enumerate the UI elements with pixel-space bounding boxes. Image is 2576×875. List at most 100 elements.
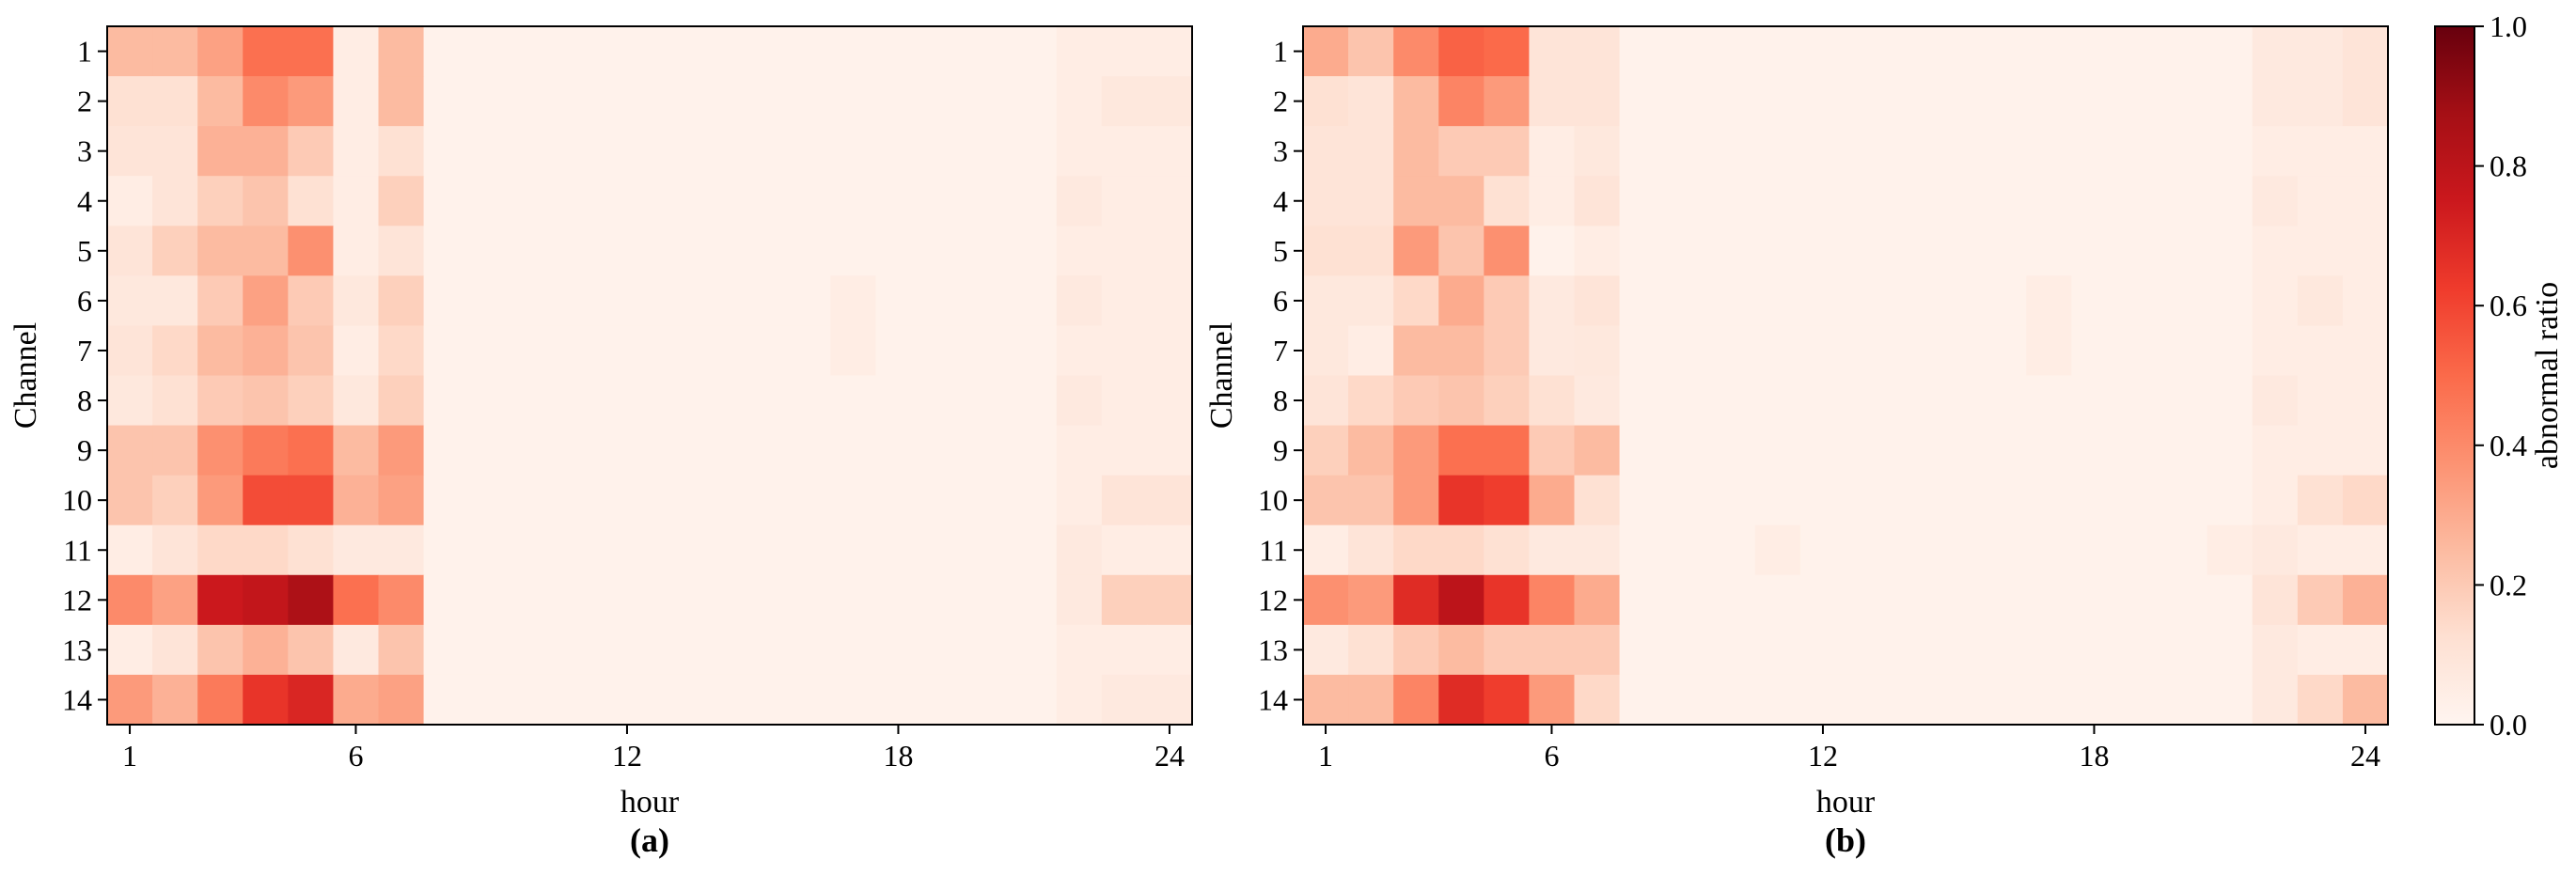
y-tick-label-a: 6: [77, 284, 92, 318]
heatmap-cell-a-ch7-h18: [875, 325, 922, 377]
heatmap-cell-b-ch13-h5: [1484, 624, 1531, 676]
heatmap-cell-a-ch10-h7: [378, 475, 425, 526]
heatmap-cell-b-ch3-h3: [1393, 126, 1439, 177]
heatmap-cell-a-ch4-h8: [423, 176, 470, 227]
heatmap-cell-a-ch12-h7: [378, 574, 425, 626]
heatmap-cell-b-ch7-h24: [2342, 325, 2389, 377]
heatmap-cell-a-ch14-h8: [423, 674, 470, 726]
heatmap-cell-a-ch6-h20: [966, 275, 1013, 327]
heatmap-cell-a-ch14-h15: [740, 674, 786, 726]
heatmap-cell-b-ch6-h24: [2342, 275, 2389, 327]
heatmap-cell-a-ch9-h19: [920, 425, 967, 477]
heatmap-cell-b-ch12-h11: [1754, 574, 1801, 626]
heatmap-cell-a-ch4-h19: [920, 176, 967, 227]
heatmap-cell-a-ch5-h19: [920, 226, 967, 276]
y-tick-label-a: 10: [62, 483, 92, 517]
heatmap-cell-a-ch4-h2: [152, 176, 198, 227]
heatmap-cell-b-ch6-h16: [1981, 275, 2027, 327]
heatmap-cell-b-ch5-h6: [1529, 226, 1576, 276]
heatmap-cell-b-ch6-h12: [1799, 275, 1846, 327]
heatmap-cell-b-ch14-h5: [1484, 674, 1531, 726]
heatmap-cell-a-ch7-h12: [604, 325, 651, 377]
heatmap-cell-a-ch8-h21: [1011, 375, 1058, 427]
heatmap-cell-b-ch7-h11: [1754, 325, 1801, 377]
heatmap-cell-a-ch8-h11: [558, 375, 605, 427]
heatmap-cell-a-ch12-h5: [288, 574, 335, 626]
heatmap-cell-b-ch2-h23: [2297, 76, 2344, 127]
heatmap-cell-a-ch4-h6: [333, 176, 380, 227]
y-tick-label-b: 8: [1273, 383, 1288, 417]
heatmap-cell-a-ch2-h21: [1011, 76, 1058, 127]
heatmap-cell-a-ch4-h14: [695, 176, 741, 227]
heatmap-cell-b-ch7-h16: [1981, 325, 2027, 377]
heatmap-cell-b-ch2-h16: [1981, 76, 2027, 127]
heatmap-cell-a-ch10-h12: [604, 475, 651, 526]
heatmap-cell-a-ch13-h24: [1146, 624, 1193, 676]
heatmap-cell-a-ch14-h14: [695, 674, 741, 726]
heatmap-cell-b-ch2-h11: [1754, 76, 1801, 127]
heatmap-cell-b-ch10-h8: [1619, 475, 1666, 526]
heatmap-cell-a-ch1-h9: [468, 26, 515, 77]
heatmap-cell-b-ch4-h23: [2297, 176, 2344, 227]
heatmap-cell-b-ch9-h6: [1529, 425, 1576, 477]
heatmap-cell-a-ch13-h3: [197, 624, 243, 676]
heatmap-cell-b-ch11-h2: [1348, 524, 1394, 576]
heatmap-cell-b-ch8-h7: [1574, 375, 1621, 427]
heatmap-cell-a-ch2-h13: [650, 76, 696, 127]
heatmap-cell-b-ch4-h5: [1484, 176, 1531, 227]
heatmap-cell-b-ch5-h11: [1754, 226, 1801, 276]
heatmap-cell-a-ch5-h22: [1056, 226, 1103, 276]
y-tick-label-b: 1: [1273, 35, 1288, 69]
heatmap-cell-a-ch6-h22: [1056, 275, 1103, 327]
heatmap-cell-a-ch9-h4: [243, 425, 289, 477]
y-tick-label-a: 9: [77, 433, 92, 467]
heatmap-cell-b-ch11-h18: [2071, 524, 2118, 576]
heatmap-cell-a-ch8-h7: [378, 375, 425, 427]
heatmap-cell-a-ch9-h8: [423, 425, 470, 477]
heatmap-cell-b-ch1-h20: [2161, 26, 2208, 77]
colorbar: 0.0 0.2 0.4 0.6 0.8 1.0 abnormal ratio: [2434, 9, 2565, 742]
heatmap-cell-a-ch10-h14: [695, 475, 741, 526]
y-axis-label-a: Channel: [8, 322, 43, 429]
heatmap-cell-b-ch12-h22: [2252, 574, 2299, 626]
heatmap-cell-a-ch6-h9: [468, 275, 515, 327]
heatmap-cell-a-ch6-h3: [197, 275, 243, 327]
heatmap-cell-a-ch14-h20: [966, 674, 1013, 726]
heatmap-cell-b-ch6-h1: [1303, 275, 1349, 327]
heatmap-cell-a-ch10-h13: [650, 475, 696, 526]
heatmap-cell-b-ch12-h23: [2297, 574, 2344, 626]
heatmap-cell-a-ch11-h17: [830, 524, 877, 576]
heatmap-cell-b-ch7-h23: [2297, 325, 2344, 377]
heatmap-cell-b-ch8-h3: [1393, 375, 1439, 427]
heatmap-cell-a-ch8-h19: [920, 375, 967, 427]
heatmap-cell-a-ch4-h18: [875, 176, 922, 227]
heatmap-cell-a-ch7-h8: [423, 325, 470, 377]
colorbar-tick-label: 0.6: [2490, 289, 2527, 322]
heatmap-cell-a-ch2-h16: [785, 76, 831, 127]
heatmap-cell-a-ch7-h4: [243, 325, 289, 377]
heatmap-cell-b-ch7-h4: [1438, 325, 1484, 377]
heatmap-cell-a-ch4-h23: [1101, 176, 1148, 227]
heatmap-cell-a-ch10-h2: [152, 475, 198, 526]
heatmap-cell-a-ch1-h13: [650, 26, 696, 77]
heatmap-cell-b-ch13-h8: [1619, 624, 1666, 676]
heatmap-cell-b-ch9-h22: [2252, 425, 2299, 477]
heatmap-cell-b-ch14-h20: [2161, 674, 2208, 726]
heatmap-cell-a-ch6-h12: [604, 275, 651, 327]
heatmap-cell-b-ch5-h20: [2161, 226, 2208, 276]
heatmap-cell-b-ch13-h6: [1529, 624, 1576, 676]
heatmap-cell-b-ch1-h11: [1754, 26, 1801, 77]
heatmap-cell-a-ch9-h9: [468, 425, 515, 477]
heatmap-cell-a-ch6-h6: [333, 275, 380, 327]
heatmap-cell-b-ch12-h16: [1981, 574, 2027, 626]
heatmap-cell-a-ch6-h21: [1011, 275, 1058, 327]
heatmap-cell-a-ch12-h20: [966, 574, 1013, 626]
heatmap-cell-b-ch7-h13: [1846, 325, 1892, 377]
heatmap-cell-a-ch8-h2: [152, 375, 198, 427]
heatmap-cell-b-ch4-h20: [2161, 176, 2208, 227]
heatmap-cell-a-ch11-h23: [1101, 524, 1148, 576]
heatmap-cell-a-ch12-h13: [650, 574, 696, 626]
heatmap-cell-b-ch3-h7: [1574, 126, 1621, 177]
heatmap-cell-b-ch4-h2: [1348, 176, 1394, 227]
